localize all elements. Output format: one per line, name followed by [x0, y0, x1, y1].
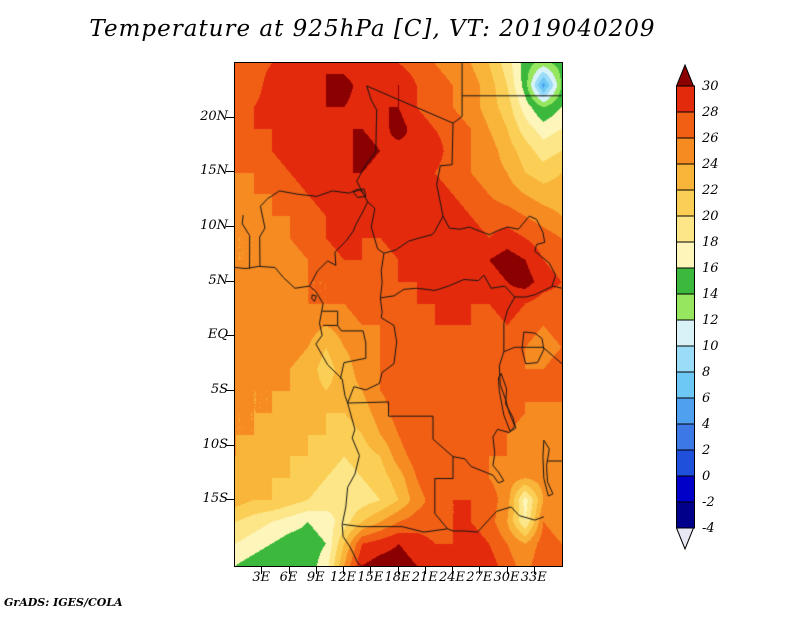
lat-tick-label: 10S — [202, 436, 228, 452]
colorbar-cell — [676, 475, 695, 503]
colorbar-under-arrow — [675, 527, 695, 551]
colorbar-label: 20 — [701, 209, 719, 224]
colorbar-cell — [676, 345, 695, 373]
colorbar-cell — [676, 137, 695, 165]
plot-title: Temperature at 925hPa [C], VT: 201904020… — [89, 16, 656, 42]
colorbar-label: 28 — [701, 105, 719, 120]
colorbar-label: 2 — [701, 443, 710, 458]
colorbar-label: 22 — [701, 183, 719, 198]
lat-tick-label: 5S — [210, 382, 228, 398]
colorbar-cell — [676, 501, 695, 529]
colorbar-label: 8 — [702, 365, 710, 380]
lon-tick — [370, 567, 372, 574]
colorbar-label: 4 — [701, 417, 710, 432]
lon-tick-label: 27E — [466, 570, 493, 585]
lon-tick — [506, 567, 508, 574]
lat-tick-label: 20N — [200, 108, 228, 124]
colorbar-cell — [676, 215, 695, 243]
colorbar: 30 28 26 24 22 20 18 16 14 12 10 8 6 4 2 0 -2 -4 — [675, 63, 800, 554]
colorbar-cell — [676, 423, 695, 451]
grads-attribution: GrADS: IGES/COLA — [4, 596, 123, 609]
colorbar-cell — [676, 293, 695, 321]
colorbar-cell — [676, 267, 695, 295]
lat-tick-label: 10N — [200, 218, 228, 234]
lat-tick — [226, 171, 234, 173]
colorbar-label: 30 — [702, 79, 719, 94]
colorbar-label: 10 — [702, 339, 719, 354]
colorbar-label: -4 — [702, 521, 715, 536]
lon-tick — [315, 567, 317, 574]
colorbar-cell — [676, 449, 695, 477]
lon-tick — [288, 567, 290, 574]
colorbar-cell — [676, 397, 695, 425]
lat-tick — [226, 444, 234, 446]
colorbar-cell — [676, 85, 695, 113]
colorbar-cell — [676, 189, 695, 217]
lon-tick-label: 9E — [306, 570, 325, 585]
lat-tick — [226, 499, 234, 501]
lon-tick — [479, 567, 481, 574]
lon-tick-label: 15E — [357, 570, 384, 585]
colorbar-label: 24 — [701, 157, 719, 172]
colorbar-cell — [676, 241, 695, 269]
lon-tick-label: 30E — [493, 570, 520, 585]
lat-tick-label: 5N — [208, 272, 228, 288]
lon-tick — [397, 567, 399, 574]
lat-tick-label: 15S — [202, 491, 228, 507]
colorbar-label: 6 — [702, 391, 710, 406]
colorbar-label: 12 — [702, 313, 719, 328]
colorbar-label: 18 — [702, 235, 719, 250]
colorbar-cell — [676, 163, 695, 191]
lat-tick-label: EQ — [207, 327, 228, 343]
lon-tick-label: 33E — [520, 570, 547, 585]
colorbar-label: 0 — [702, 469, 710, 484]
lat-tick — [226, 226, 234, 228]
lon-tick — [424, 567, 426, 574]
lat-tick-label: 15N — [200, 163, 228, 179]
colorbar-label: 16 — [702, 261, 719, 276]
lon-tick — [343, 567, 344, 574]
lon-tick-label: 3E — [252, 570, 271, 585]
colorbar-cell — [676, 319, 695, 347]
lon-tick — [452, 567, 453, 574]
lat-tick — [226, 116, 234, 118]
lon-tick-label: 12E — [329, 570, 357, 585]
lat-tick — [226, 390, 234, 392]
lon-tick-label: 6E — [279, 570, 298, 585]
lon-tick-label: 24E — [438, 570, 466, 585]
lon-tick-label: 18E — [384, 570, 411, 585]
lat-tick — [226, 280, 234, 282]
colorbar-cell — [676, 111, 695, 139]
lon-tick-label: 21E — [411, 570, 438, 585]
colorbar-cell — [676, 371, 695, 399]
temperature-map-canvas — [234, 62, 563, 567]
colorbar-label: 26 — [701, 131, 719, 146]
colorbar-label: 14 — [702, 287, 719, 302]
lon-tick — [261, 567, 263, 574]
lon-tick — [533, 567, 535, 574]
lat-tick — [226, 335, 234, 337]
colorbar-label: -2 — [702, 495, 715, 510]
colorbar-over-arrow — [675, 63, 695, 87]
